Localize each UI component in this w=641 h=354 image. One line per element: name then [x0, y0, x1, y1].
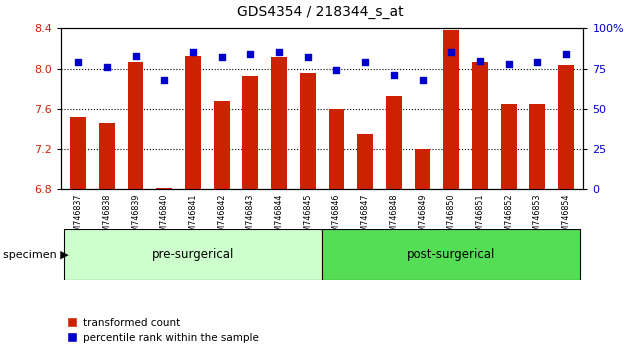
Text: GSM746841: GSM746841	[188, 193, 197, 241]
Point	[274, 50, 284, 55]
Point	[475, 58, 485, 63]
Text: post-surgerical: post-surgerical	[407, 248, 495, 261]
Bar	[271, 57, 287, 189]
Text: GSM746837: GSM746837	[74, 193, 83, 242]
Text: GSM746843: GSM746843	[246, 193, 255, 241]
Text: GSM746845: GSM746845	[303, 193, 312, 242]
Point	[73, 59, 83, 65]
Bar	[322, 229, 581, 280]
Bar	[357, 134, 373, 189]
Text: GSM746850: GSM746850	[447, 193, 456, 242]
Point	[303, 55, 313, 60]
Point	[188, 50, 198, 55]
Text: GSM746838: GSM746838	[103, 193, 112, 241]
Bar	[63, 229, 322, 280]
Bar	[329, 109, 344, 189]
Point	[331, 67, 342, 73]
Point	[532, 59, 542, 65]
Text: GSM746848: GSM746848	[389, 193, 398, 241]
Bar	[213, 101, 229, 189]
Bar	[501, 104, 517, 189]
Text: GSM746854: GSM746854	[562, 193, 570, 242]
Bar	[156, 188, 172, 189]
Point	[388, 72, 399, 78]
Text: GSM746840: GSM746840	[160, 193, 169, 241]
Text: GSM746847: GSM746847	[361, 193, 370, 242]
Text: GDS4354 / 218344_s_at: GDS4354 / 218344_s_at	[237, 5, 404, 19]
Point	[417, 77, 428, 83]
Point	[102, 64, 112, 70]
Bar	[300, 73, 315, 189]
Point	[446, 50, 456, 55]
Point	[130, 53, 140, 58]
Point	[504, 61, 514, 67]
Text: GSM746842: GSM746842	[217, 193, 226, 242]
Bar	[242, 76, 258, 189]
Point	[561, 51, 571, 57]
Bar	[472, 62, 488, 189]
Bar	[529, 104, 545, 189]
Bar	[386, 96, 402, 189]
Text: GSM746853: GSM746853	[533, 193, 542, 242]
Text: GSM746851: GSM746851	[476, 193, 485, 242]
Text: specimen ▶: specimen ▶	[3, 250, 69, 259]
Bar	[71, 117, 86, 189]
Text: GSM746839: GSM746839	[131, 193, 140, 242]
Point	[246, 51, 256, 57]
Bar	[558, 64, 574, 189]
Text: GSM746844: GSM746844	[274, 193, 283, 241]
Point	[217, 55, 227, 60]
Text: pre-surgerical: pre-surgerical	[152, 248, 234, 261]
Text: GSM746846: GSM746846	[332, 193, 341, 241]
Bar	[185, 56, 201, 189]
Text: GSM746849: GSM746849	[418, 193, 427, 242]
Point	[159, 77, 169, 83]
Bar	[99, 123, 115, 189]
Bar	[128, 62, 144, 189]
Text: GSM746852: GSM746852	[504, 193, 513, 242]
Legend: transformed count, percentile rank within the sample: transformed count, percentile rank withi…	[63, 314, 263, 347]
Bar	[415, 149, 431, 189]
Bar	[444, 30, 459, 189]
Point	[360, 59, 370, 65]
